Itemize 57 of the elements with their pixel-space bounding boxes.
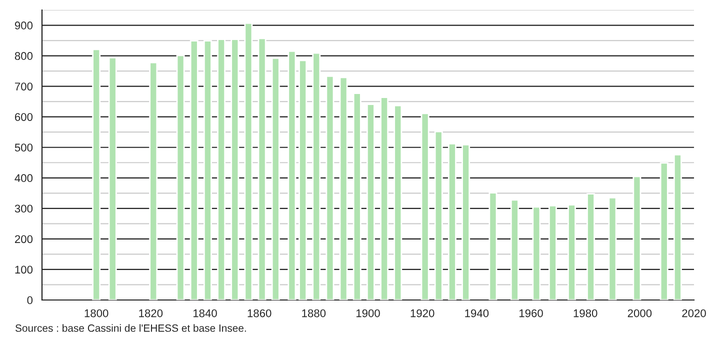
- bar: [230, 38, 240, 300]
- bar: [339, 76, 348, 300]
- x-tick-label: 2000: [628, 309, 652, 318]
- bar: [244, 22, 253, 300]
- x-tick-label: 1940: [465, 309, 489, 318]
- bar: [586, 193, 595, 300]
- y-tick-label: 800: [14, 52, 33, 60]
- y-tick-label: 900: [14, 22, 33, 30]
- bar: [548, 204, 557, 300]
- bar: [420, 112, 430, 300]
- bar: [532, 206, 541, 300]
- bar: [312, 52, 321, 300]
- bar: [632, 176, 642, 300]
- bar: [488, 192, 498, 300]
- bar: [434, 130, 443, 300]
- x-tick-label: 1840: [193, 309, 217, 318]
- x-tick-label: 1980: [574, 309, 598, 318]
- bar: [92, 48, 101, 300]
- x-tick-label: 1900: [356, 309, 380, 318]
- y-tick-label: 0: [27, 296, 33, 304]
- bar: [462, 144, 470, 300]
- x-tick-label: 1860: [248, 309, 272, 318]
- bar: [149, 62, 158, 300]
- y-tick-label: 100: [15, 266, 33, 274]
- x-tick-label: 1920: [410, 309, 434, 318]
- bar: [203, 40, 212, 300]
- bar: [352, 92, 362, 300]
- bar: [380, 96, 389, 300]
- bar: [394, 104, 402, 300]
- y-tick-label: 500: [14, 144, 33, 152]
- y-tick-label: 700: [15, 82, 33, 90]
- source-note: Sources : base Cassini de l'EHESS et base Insee.: [15, 324, 246, 332]
- bar: [568, 204, 576, 300]
- y-tick-label: 300: [14, 204, 33, 213]
- bar: [288, 50, 296, 300]
- x-tick-label: 1820: [139, 309, 163, 318]
- bar: [176, 54, 185, 300]
- x-tick-label: 1880: [302, 309, 326, 318]
- bar: [510, 199, 519, 300]
- y-tick-label: 200: [14, 235, 33, 244]
- bar: [190, 40, 198, 300]
- x-tick-label: 1800: [84, 309, 108, 318]
- bar: [258, 38, 266, 300]
- bar: [608, 197, 617, 300]
- bar: [108, 56, 117, 300]
- bar: [217, 38, 226, 300]
- x-tick-label: 2020: [682, 309, 706, 318]
- bar: [271, 58, 280, 300]
- bar: [448, 143, 456, 300]
- bar: [660, 162, 668, 300]
- y-tick-label: 400: [14, 174, 33, 182]
- bar: [326, 76, 334, 300]
- y-tick-label: 600: [15, 113, 33, 121]
- bar: [673, 154, 682, 300]
- bar: [298, 60, 308, 300]
- x-tick-label: 1960: [519, 309, 543, 318]
- bar: [366, 104, 375, 300]
